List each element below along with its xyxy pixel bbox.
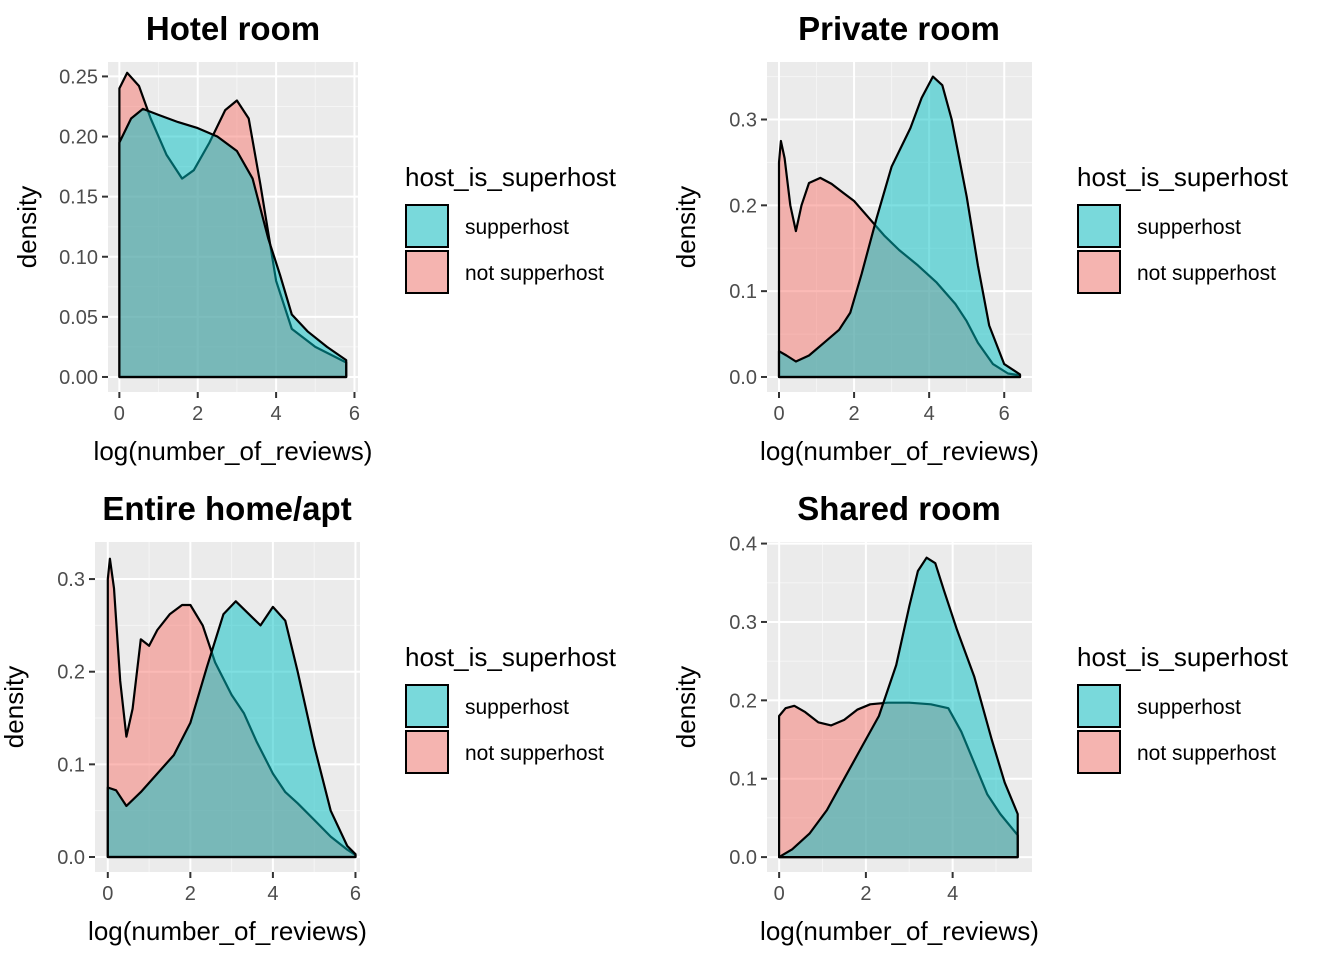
density-area-supperhost (118, 107, 348, 379)
x-tick-label: 6 (349, 403, 360, 425)
legend-label: not supperhost (1137, 742, 1276, 765)
y-axis-label: density (671, 186, 701, 268)
legend: host_is_superhost supperhost not supperhos… (405, 162, 617, 294)
legend-label: supperhost (1137, 216, 1241, 239)
y-tick-label: 0.00 (59, 367, 98, 389)
x-tick-label: 2 (849, 403, 860, 425)
y-axis-label: density (671, 666, 701, 748)
legend: host_is_superhost supperhost not supperhos… (405, 642, 617, 774)
y-tick-label: 0.0 (57, 847, 85, 869)
panel-1: 0 2 4 6 0.0 0.1 0.2 0.3 Private room log(number_o… (671, 10, 1289, 466)
x-tick-label: 4 (267, 883, 278, 905)
x-axis-label: log(number_of_reviews) (760, 436, 1039, 466)
panel-0: 0 2 4 6 0.00 0.05 0.10 0.15 0.20 0.25 Hotel room lo… (12, 10, 617, 466)
x-tick-label: 4 (924, 403, 935, 425)
panel-title: Hotel room (146, 10, 320, 47)
density-area-supperhost (106, 600, 357, 859)
x-axis-label: log(number_of_reviews) (760, 916, 1039, 946)
legend-label: not supperhost (1137, 262, 1276, 285)
x-tick-label: 2 (860, 883, 871, 905)
legend-swatch (405, 250, 449, 294)
y-tick-label: 0.05 (59, 307, 98, 329)
y-tick-label: 0.1 (729, 281, 757, 303)
legend-title: host_is_superhost (1077, 642, 1289, 672)
legend-label: not supperhost (465, 742, 604, 765)
x-tick-label: 4 (947, 883, 958, 905)
panel-title: Private room (798, 10, 1000, 47)
y-tick-label: 0.25 (59, 66, 98, 88)
legend: host_is_superhost supperhost not supperhos… (1077, 162, 1289, 294)
legend-label: supperhost (465, 696, 569, 719)
legend-swatch (1077, 684, 1121, 728)
y-axis-label: density (0, 666, 29, 748)
y-tick-label: 0.2 (729, 195, 757, 217)
legend-swatch (405, 730, 449, 774)
x-tick-label: 6 (999, 403, 1010, 425)
panel-2: 0 2 4 6 0.0 0.1 0.2 0.3 Entire home/apt log(numbe… (0, 490, 617, 946)
panel-title: Shared room (797, 490, 1001, 527)
x-tick-label: 6 (350, 883, 361, 905)
x-axis-label: log(number_of_reviews) (94, 436, 373, 466)
x-tick-label: 0 (773, 403, 784, 425)
y-tick-label: 0.0 (729, 367, 757, 389)
y-tick-label: 0.4 (729, 534, 757, 556)
x-tick-label: 2 (185, 883, 196, 905)
legend-swatch (1077, 250, 1121, 294)
legend-title: host_is_superhost (405, 642, 617, 672)
density-area-supperhost (777, 75, 1022, 379)
panel-title: Entire home/apt (102, 490, 351, 527)
legend-title: host_is_superhost (1077, 162, 1289, 192)
legend-swatch (405, 684, 449, 728)
y-axis-label: density (12, 186, 42, 268)
y-tick-label: 0.2 (729, 690, 757, 712)
x-tick-label: 4 (271, 403, 282, 425)
y-tick-label: 0.20 (59, 127, 98, 149)
legend-swatch (1077, 204, 1121, 248)
x-tick-label: 0 (114, 403, 125, 425)
legend-label: supperhost (1137, 696, 1241, 719)
y-tick-label: 0.2 (57, 662, 85, 684)
legend-label: not supperhost (465, 262, 604, 285)
legend-swatch (1077, 730, 1121, 774)
y-tick-label: 0.1 (57, 754, 85, 776)
legend-swatch (405, 204, 449, 248)
y-tick-label: 0.0 (729, 847, 757, 869)
density-area-supperhost (778, 556, 1019, 859)
x-tick-label: 2 (192, 403, 203, 425)
x-tick-label: 0 (102, 883, 113, 905)
x-axis-label: log(number_of_reviews) (88, 916, 367, 946)
panel-3: 0 2 4 0.0 0.1 0.2 0.3 0.4 Shared room log(number_… (671, 490, 1289, 946)
y-tick-label: 0.15 (59, 187, 98, 209)
legend-title: host_is_superhost (405, 162, 617, 192)
x-tick-label: 0 (774, 883, 785, 905)
legend-label: supperhost (465, 216, 569, 239)
legend: host_is_superhost supperhost not supperhos… (1077, 642, 1289, 774)
y-tick-label: 0.3 (57, 569, 85, 591)
y-tick-label: 0.3 (729, 110, 757, 132)
y-tick-label: 0.10 (59, 247, 98, 269)
y-tick-label: 0.1 (729, 769, 757, 791)
y-tick-label: 0.3 (729, 612, 757, 634)
